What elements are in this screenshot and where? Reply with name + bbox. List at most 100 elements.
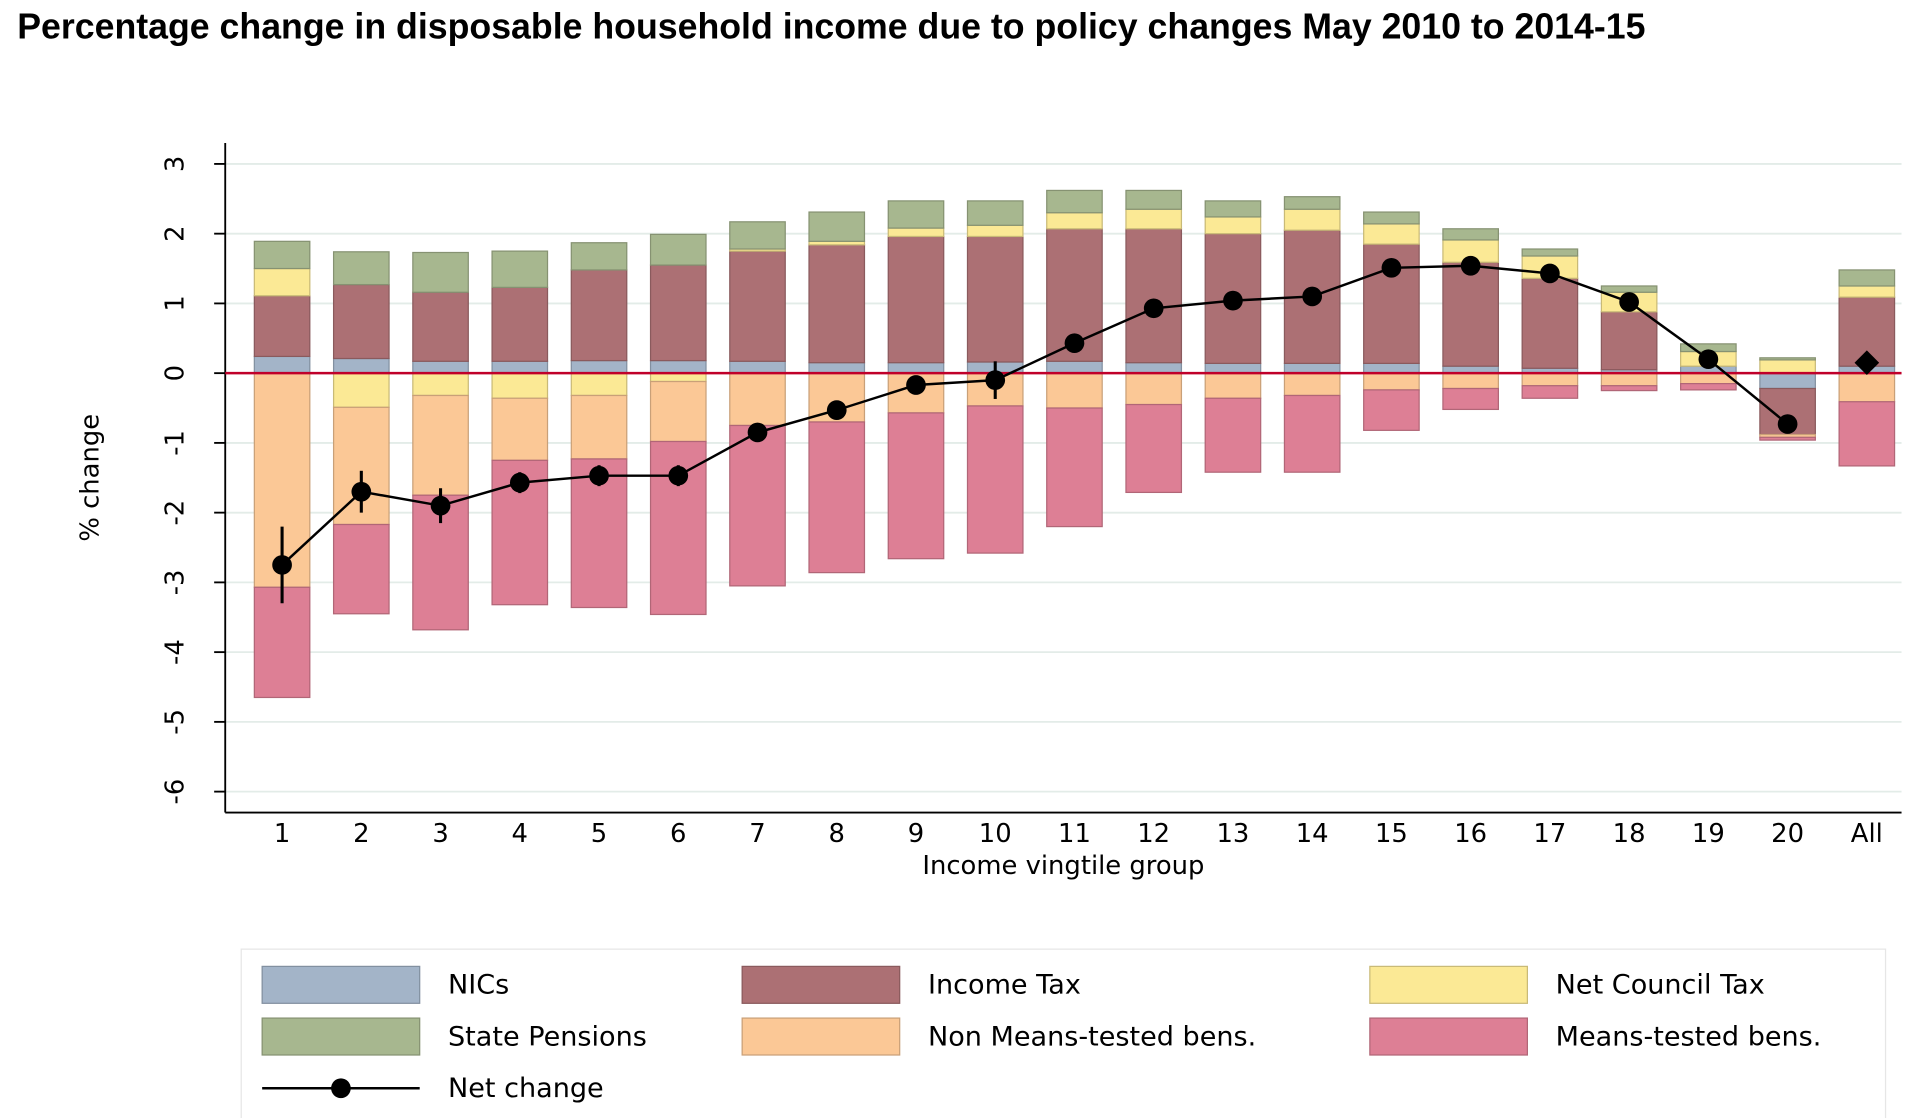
bar-segment — [1125, 208, 1183, 230]
bar-segment — [1521, 372, 1579, 387]
bar-segment — [253, 240, 311, 270]
x-axis-title: Income vingtile group — [922, 851, 1204, 881]
bar-segment — [491, 372, 549, 399]
bar-segment — [1283, 394, 1341, 473]
net-marker — [589, 465, 609, 486]
bar-segment — [1838, 269, 1896, 287]
bar-segment — [1204, 362, 1262, 374]
bar-segment — [491, 250, 549, 288]
x-tick-label: 10 — [979, 819, 1012, 849]
bar-segment — [649, 233, 707, 266]
bar-segment — [1759, 372, 1816, 390]
x-tick-label: 3 — [432, 819, 448, 849]
bar-segment — [253, 586, 311, 699]
bar-segment — [966, 235, 1024, 363]
bar-segment — [887, 412, 945, 560]
x-tick-label: 13 — [1217, 819, 1250, 849]
bar-segment — [1442, 387, 1500, 411]
bar-segment — [1600, 372, 1658, 387]
bar-segment — [570, 359, 628, 374]
net-marker — [1698, 349, 1719, 370]
bar-segment — [1521, 248, 1579, 257]
legend-label: Means-tested bens. — [1556, 1021, 1822, 1052]
bar-segment — [1204, 216, 1262, 235]
bar-segment — [1125, 362, 1183, 374]
y-axis-title: % change — [76, 414, 106, 542]
y-tick-label: 1 — [161, 295, 191, 311]
bar-segment — [808, 362, 866, 374]
bar-segment — [332, 357, 390, 374]
bar-segment — [332, 251, 390, 286]
net-marker — [826, 400, 847, 420]
bar-segment — [729, 360, 786, 374]
bar-segment — [729, 424, 786, 587]
bar-segment — [570, 394, 628, 460]
y-tick-label: -5 — [161, 709, 191, 735]
legend-swatch — [261, 1017, 421, 1056]
bar-segment — [1204, 200, 1262, 218]
x-tick-label: All — [1851, 819, 1883, 849]
x-tick-label: 6 — [670, 819, 686, 849]
legend-swatch — [261, 965, 421, 1004]
bar-segment — [491, 286, 549, 362]
bar-segment — [1600, 385, 1658, 392]
x-tick-label: 4 — [512, 819, 528, 849]
bar-segment — [808, 211, 866, 242]
x-tick-label: 12 — [1137, 819, 1170, 849]
bar-segment — [1046, 407, 1103, 528]
legend-label: NICs — [448, 970, 509, 1001]
y-tick-label: -3 — [161, 570, 191, 596]
net-marker — [430, 495, 451, 516]
x-tick-label: 19 — [1692, 819, 1725, 849]
x-tick-label: 14 — [1296, 819, 1329, 849]
bar-segment — [412, 360, 469, 374]
net-marker — [985, 370, 1006, 390]
bar-segment — [1125, 189, 1183, 210]
bar-segment — [412, 291, 469, 362]
legend-marker — [331, 1078, 351, 1099]
x-tick-label: 11 — [1058, 819, 1091, 849]
bar-segment — [332, 523, 390, 615]
legend-label: Non Means-tested bens. — [928, 1021, 1256, 1052]
y-tick-label: 3 — [161, 156, 191, 172]
legend-label: Net Council Tax — [1556, 970, 1765, 1001]
bar-segment — [1204, 372, 1262, 399]
bar-segment — [570, 372, 628, 397]
bar-segment — [1283, 362, 1341, 374]
bar-segment — [253, 355, 311, 374]
bar-segment — [332, 283, 390, 360]
net-marker — [1302, 286, 1323, 307]
bar-segment — [1283, 372, 1341, 397]
x-tick-label: 7 — [749, 819, 765, 849]
y-tick-label: -2 — [161, 500, 191, 526]
bar-segment — [1838, 372, 1896, 403]
bar-segment — [966, 224, 1024, 238]
bar-segment — [1046, 189, 1103, 214]
net-marker — [1540, 263, 1560, 284]
y-tick-label: -1 — [161, 430, 191, 456]
bar-segment — [1283, 196, 1341, 210]
net-marker — [1223, 290, 1243, 311]
bar-segment — [729, 221, 786, 250]
y-tick-label: 2 — [161, 225, 191, 241]
chart-title: Percentage change in disposable househol… — [17, 6, 1645, 46]
legend-swatch — [741, 965, 901, 1004]
bar-segment — [1204, 397, 1262, 473]
bar-segment — [1363, 372, 1420, 391]
bar-segment — [1600, 311, 1658, 371]
bar-segment — [729, 372, 786, 427]
net-marker — [906, 375, 926, 395]
x-tick-label: 16 — [1454, 819, 1487, 849]
net-marker — [351, 481, 372, 502]
net-marker — [668, 465, 689, 486]
net-marker — [747, 422, 768, 443]
bar-segment — [966, 405, 1024, 554]
bar-segment — [1442, 228, 1500, 241]
bar-segment — [1521, 385, 1579, 399]
bar-segment — [1363, 389, 1420, 431]
bar-segment — [1600, 285, 1658, 293]
bar-segment — [649, 380, 707, 443]
bar-segment — [1125, 228, 1183, 364]
x-tick-label: 1 — [274, 819, 290, 849]
bar-segment — [1283, 208, 1341, 231]
